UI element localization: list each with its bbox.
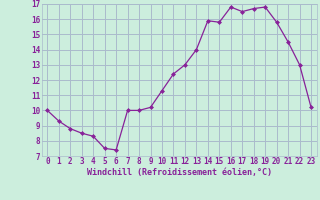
X-axis label: Windchill (Refroidissement éolien,°C): Windchill (Refroidissement éolien,°C) <box>87 168 272 177</box>
